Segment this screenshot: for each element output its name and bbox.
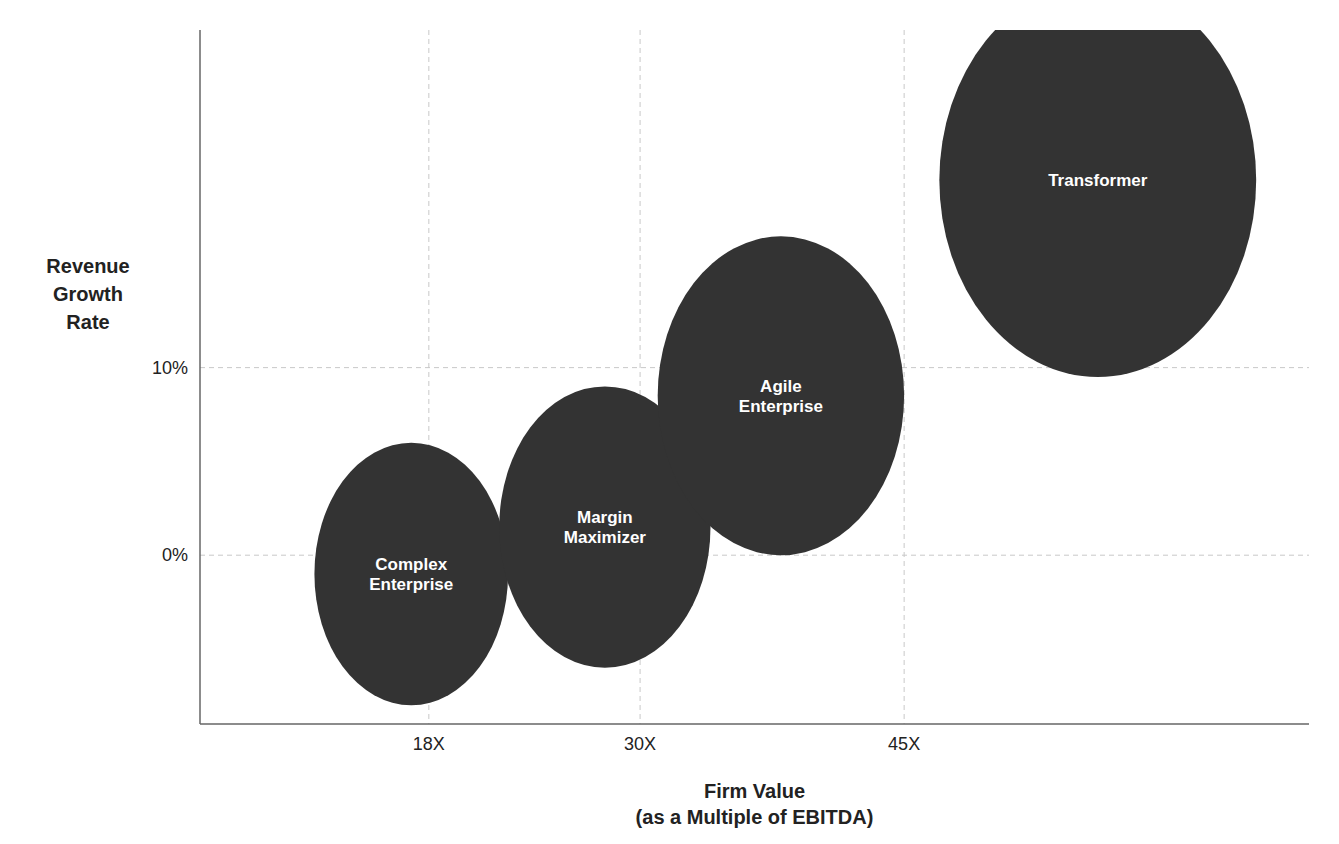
bubble-label: ComplexEnterprise	[369, 554, 453, 593]
bubble-label: AgileEnterprise	[739, 376, 823, 415]
x-axis-label: Firm Value(as a Multiple of EBITDA)	[636, 780, 874, 828]
y-tick-label: 10%	[152, 358, 188, 378]
x-tick-label: 30X	[624, 734, 656, 754]
bubble-label: Transformer	[1048, 171, 1148, 190]
y-axis-label: RevenueGrowthRate	[46, 255, 129, 333]
bubble	[658, 236, 904, 555]
bubble	[939, 30, 1256, 377]
y-axis-line	[199, 30, 201, 724]
bubble-label: MarginMaximizer	[564, 508, 647, 547]
x-tick-label: 18X	[413, 734, 445, 754]
bubble-labels: ComplexEnterprise MarginMaximizer AgileEnt…	[369, 171, 1148, 594]
ticks: 18X 30X 45X 0% 10%	[152, 358, 920, 754]
y-tick-label: 0%	[162, 545, 188, 565]
x-tick-label: 45X	[888, 734, 920, 754]
x-axis-line	[200, 723, 1309, 725]
grid-line	[904, 30, 905, 724]
bubbles	[314, 30, 1256, 705]
chart: ComplexEnterprise MarginMaximizer AgileEnt…	[0, 0, 1339, 844]
bubble	[314, 443, 508, 706]
